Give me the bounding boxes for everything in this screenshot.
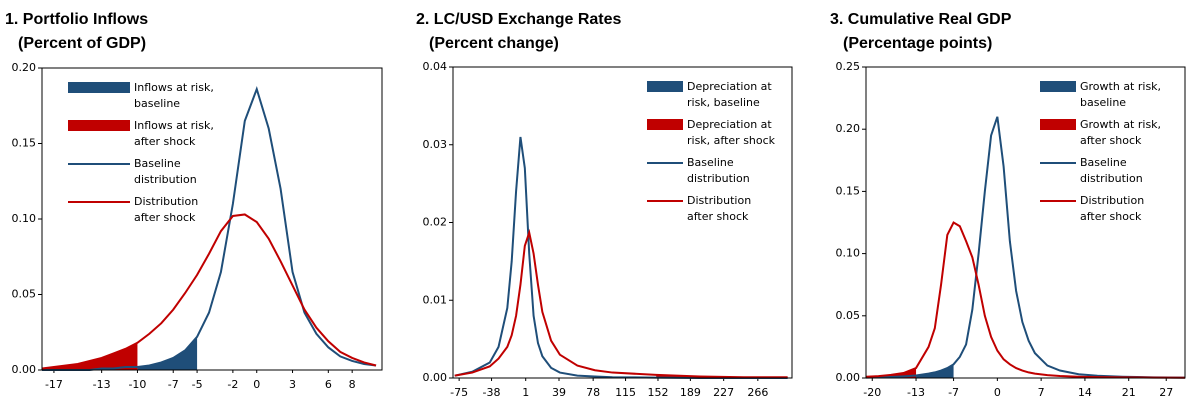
x-tick-label: 189 [680,386,701,399]
y-tick-label: 0.04 [423,60,448,73]
x-tick-label: 227 [713,386,734,399]
y-tick-label: 0.01 [423,293,448,306]
legend-label: Baseline distribution [134,157,197,186]
x-tick-label: 152 [647,386,668,399]
x-tick-label: -20 [863,386,881,399]
x-tick-label: 14 [1078,386,1092,399]
x-tick-label: 6 [325,378,332,391]
line [865,116,1186,379]
x-tick-label: 39 [552,386,566,399]
x-tick-label: -17 [45,378,63,391]
legend-swatch [1040,119,1076,130]
x-tick-label: -10 [128,378,146,391]
plot-frame [41,67,383,371]
x-tick-label: 3 [289,378,296,391]
x-tick-label: 115 [615,386,636,399]
x-tick-label: 0 [253,378,260,391]
x-tick-label: -5 [192,378,203,391]
x-tick-label: -7 [948,386,959,399]
area [42,342,138,370]
line [41,213,377,370]
chart-subtitle: (Percentage points) [843,35,992,52]
x-tick-label: -38 [483,386,501,399]
line [865,221,1186,379]
y-tick-label: 0.05 [836,309,861,322]
chart-title: 2. LC/USD Exchange Rates [416,11,622,28]
x-tick-label: -13 [907,386,925,399]
x-tick-label: 0 [994,386,1001,399]
y-tick-label: 0.00 [836,371,861,384]
y-tick-label: 0.10 [12,212,37,225]
chart-subtitle: (Percent change) [429,35,559,52]
legend-swatch [1040,81,1076,92]
legend-label: Distribution after shock [1080,194,1144,223]
legend-label: Depreciation at risk, after shock [687,118,776,147]
plot-frame [452,66,793,379]
x-tick-label: 78 [586,386,600,399]
legend-label: Distribution after shock [687,194,751,223]
x-tick-label: 1 [522,386,529,399]
chart-title: 3. Cumulative Real GDP [830,11,1012,28]
line [454,136,788,379]
x-tick-label: 266 [747,386,768,399]
x-tick-label: 27 [1159,386,1173,399]
legend-label: Depreciation at risk, baseline [687,80,772,109]
plot-frame [865,66,1186,379]
x-tick-label: -75 [450,386,468,399]
y-tick-label: 0.20 [12,61,37,74]
area [137,336,198,370]
legend-label: Inflows at risk, after shock [134,119,214,148]
y-tick-label: 0.15 [12,137,37,150]
line [42,86,377,371]
legend-swatch [647,119,683,130]
x-tick-label: -7 [168,378,179,391]
x-tick-label: 21 [1122,386,1136,399]
x-tick-label: -13 [93,378,111,391]
legend-swatch [68,82,130,93]
y-tick-label: 0.02 [423,216,448,229]
y-tick-label: 0.10 [836,247,861,260]
line [454,228,788,379]
legend-label: Distribution after shock [134,195,198,224]
legend-swatch [647,81,683,92]
chart-title: 1. Portfolio Inflows [5,11,148,28]
y-tick-label: 0.00 [423,371,448,384]
y-tick-label: 0.00 [12,363,37,376]
legend-label: Inflows at risk, baseline [134,81,214,110]
area [916,364,954,378]
y-tick-label: 0.20 [836,122,861,135]
legend-label: Growth at risk, baseline [1080,80,1161,109]
x-tick-label: 7 [1038,386,1045,399]
x-tick-label: 8 [349,378,356,391]
chart-subtitle: (Percent of GDP) [18,35,146,52]
x-tick-label: -2 [227,378,238,391]
y-tick-label: 0.25 [836,60,861,73]
legend-swatch [68,120,130,131]
legend-label: Growth at risk, after shock [1080,118,1161,147]
y-tick-label: 0.05 [12,288,37,301]
y-tick-label: 0.03 [423,138,448,151]
legend-label: Baseline distribution [687,156,750,185]
legend-label: Baseline distribution [1080,156,1143,185]
y-tick-label: 0.15 [836,184,861,197]
